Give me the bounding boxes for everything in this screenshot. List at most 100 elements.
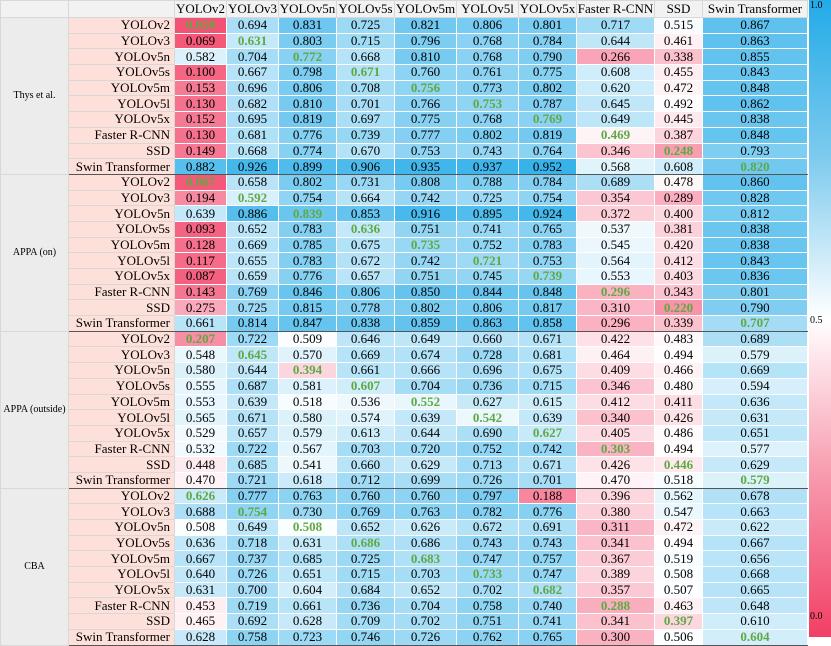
heatmap-cell: 0.751 <box>394 220 457 238</box>
heatmap-cell: 0.831 <box>278 17 337 34</box>
heatmap-cell: 0.793 <box>702 142 808 160</box>
heatmap-cell: 0.712 <box>336 471 395 489</box>
heatmap-cell: 0.722 <box>226 330 279 348</box>
heatmap-cell: 0.507 <box>654 581 703 599</box>
table-row: YOLOv5x 0.152 0.695 0.819 0.697 0.775 0.768 0.7… <box>1 111 808 128</box>
table-row: YOLOv3 0.548 0.645 0.570 0.669 0.674 0.728 0.68… <box>1 346 808 364</box>
heatmap-cell: 0.346 <box>576 142 655 160</box>
heatmap-cell: 0.152 <box>174 111 227 128</box>
heatmap-cell: 0.806 <box>456 17 519 34</box>
heatmap-cell: 0.188 <box>518 487 577 505</box>
heatmap-cell: 0.802 <box>394 299 457 317</box>
heatmap-cell: 0.736 <box>456 377 519 395</box>
heatmap-cell: 0.863 <box>702 32 808 50</box>
heatmap-cell: 0.838 <box>702 220 808 238</box>
heatmap-cell: 0.731 <box>336 173 395 191</box>
heatmap-cell: 0.696 <box>456 362 519 379</box>
heatmap-cell: 0.518 <box>278 393 337 411</box>
heatmap-cell: 0.289 <box>654 189 703 207</box>
heatmap-cell: 0.713 <box>456 456 519 473</box>
table-row: Faster R-CNN 0.130 0.681 0.776 0.739 0.777 0.8… <box>1 126 808 144</box>
heatmap-cell: 0.725 <box>456 189 519 207</box>
row-label: YOLOv5m <box>68 79 175 97</box>
heatmap-cell: 0.640 <box>174 566 227 583</box>
table-row: YOLOv5x 0.529 0.657 0.579 0.613 0.644 0.690 0.6… <box>1 424 808 442</box>
colorbar-tick-label: 0.0 <box>810 611 823 622</box>
heatmap-cell: 0.700 <box>226 581 279 599</box>
heatmap-cell: 0.664 <box>336 189 395 207</box>
heatmap-cell: 0.627 <box>456 393 519 411</box>
heatmap-cell: 0.552 <box>394 393 457 411</box>
heatmap-cell: 0.839 <box>278 205 337 222</box>
heatmap-cell: 0.661 <box>278 597 337 615</box>
heatmap-cell: 0.801 <box>518 17 577 34</box>
row-label: SSD <box>68 613 175 630</box>
heatmap-cell: 0.769 <box>518 111 577 128</box>
heatmap-cell: 0.420 <box>654 236 703 254</box>
row-label: Swin Transformer <box>68 628 175 646</box>
heatmap-cell: 0.486 <box>654 424 703 442</box>
row-label: YOLOv5l <box>68 95 175 113</box>
heatmap-cell: 0.541 <box>278 456 337 473</box>
row-label: YOLOv3 <box>68 346 175 364</box>
heatmap-cell: 0.709 <box>336 613 395 630</box>
heatmap-cell: 0.691 <box>518 519 577 536</box>
colorbar-tick-label: 0.5 <box>810 315 823 326</box>
heatmap-cell: 0.730 <box>278 503 337 520</box>
heatmap-cell: 0.740 <box>518 597 577 615</box>
heatmap-cell: 0.819 <box>518 126 577 144</box>
heatmap-cell: 0.346 <box>576 377 655 395</box>
heatmap-cell: 0.592 <box>226 189 279 207</box>
heatmap-cell: 0.636 <box>336 220 395 238</box>
heatmap-cell: 0.838 <box>702 236 808 254</box>
heatmap-cell: 0.644 <box>576 32 655 50</box>
heatmap-cell: 0.275 <box>174 299 227 317</box>
heatmap-cell: 0.765 <box>518 628 577 646</box>
heatmap-cell: 0.886 <box>226 205 279 222</box>
table-row: YOLOv5m 0.553 0.639 0.518 0.536 0.552 0.627 0.6… <box>1 393 808 411</box>
heatmap-cell: 0.694 <box>226 17 279 34</box>
heatmap-cell: 0.661 <box>174 315 227 332</box>
heatmap-cell: 0.769 <box>226 283 279 301</box>
heatmap-cell: 0.776 <box>278 126 337 144</box>
heatmap-cell: 0.726 <box>226 566 279 583</box>
heatmap-cell: 0.627 <box>518 424 577 442</box>
heatmap-cell: 0.772 <box>278 48 337 66</box>
heatmap-cell: 0.703 <box>336 440 395 458</box>
heatmap-cell: 0.648 <box>702 597 808 615</box>
heatmap-cell: 0.130 <box>174 95 227 113</box>
heatmap-cell: 0.564 <box>576 252 655 269</box>
heatmap-cell: 0.742 <box>394 252 457 269</box>
heatmap-cell: 0.806 <box>336 283 395 301</box>
heatmap-cell: 0.494 <box>654 534 703 552</box>
heatmap-cell: 0.707 <box>702 315 808 332</box>
heatmap-cell: 0.626 <box>394 519 457 536</box>
heatmap-cell: 0.666 <box>394 362 457 379</box>
heatmap-cell: 0.668 <box>226 142 279 160</box>
row-label: YOLOv5s <box>68 377 175 395</box>
heatmap-cell: 0.678 <box>702 487 808 505</box>
row-label: YOLOv5s <box>68 220 175 238</box>
row-label: Swin Transformer <box>68 158 175 175</box>
heatmap-cell: 0.622 <box>702 519 808 536</box>
table-row: YOLOv5m 0.153 0.696 0.806 0.708 0.756 0.773 0.8… <box>1 79 808 97</box>
heatmap-cell: 0.773 <box>456 79 519 97</box>
table-row: YOLOv3 0.194 0.592 0.754 0.664 0.742 0.725 0.75… <box>1 189 808 207</box>
heatmap-cell: 0.661 <box>336 362 395 379</box>
row-label: YOLOv5x <box>68 424 175 442</box>
heatmap-cell: 0.802 <box>456 126 519 144</box>
heatmap-cell: 0.472 <box>654 519 703 536</box>
row-label: Swin Transformer <box>68 315 175 332</box>
row-label: YOLOv5m <box>68 393 175 411</box>
heatmap-cell: 0.636 <box>702 393 808 411</box>
row-label: Faster R-CNN <box>68 283 175 301</box>
heatmap-cell: 0.483 <box>654 330 703 348</box>
corner-cell <box>0 0 69 18</box>
heatmap-cell: 0.649 <box>394 330 457 348</box>
heatmap-cell: 0.701 <box>518 471 577 489</box>
heatmap-cell: 0.681 <box>226 126 279 144</box>
table-row: SSD 0.275 0.725 0.815 0.778 0.802 0.806 0.817 0.… <box>1 299 808 317</box>
heatmap-cell: 0.753 <box>394 142 457 160</box>
heatmap-cell: 0.737 <box>226 550 279 568</box>
heatmap-cell: 0.668 <box>336 48 395 66</box>
